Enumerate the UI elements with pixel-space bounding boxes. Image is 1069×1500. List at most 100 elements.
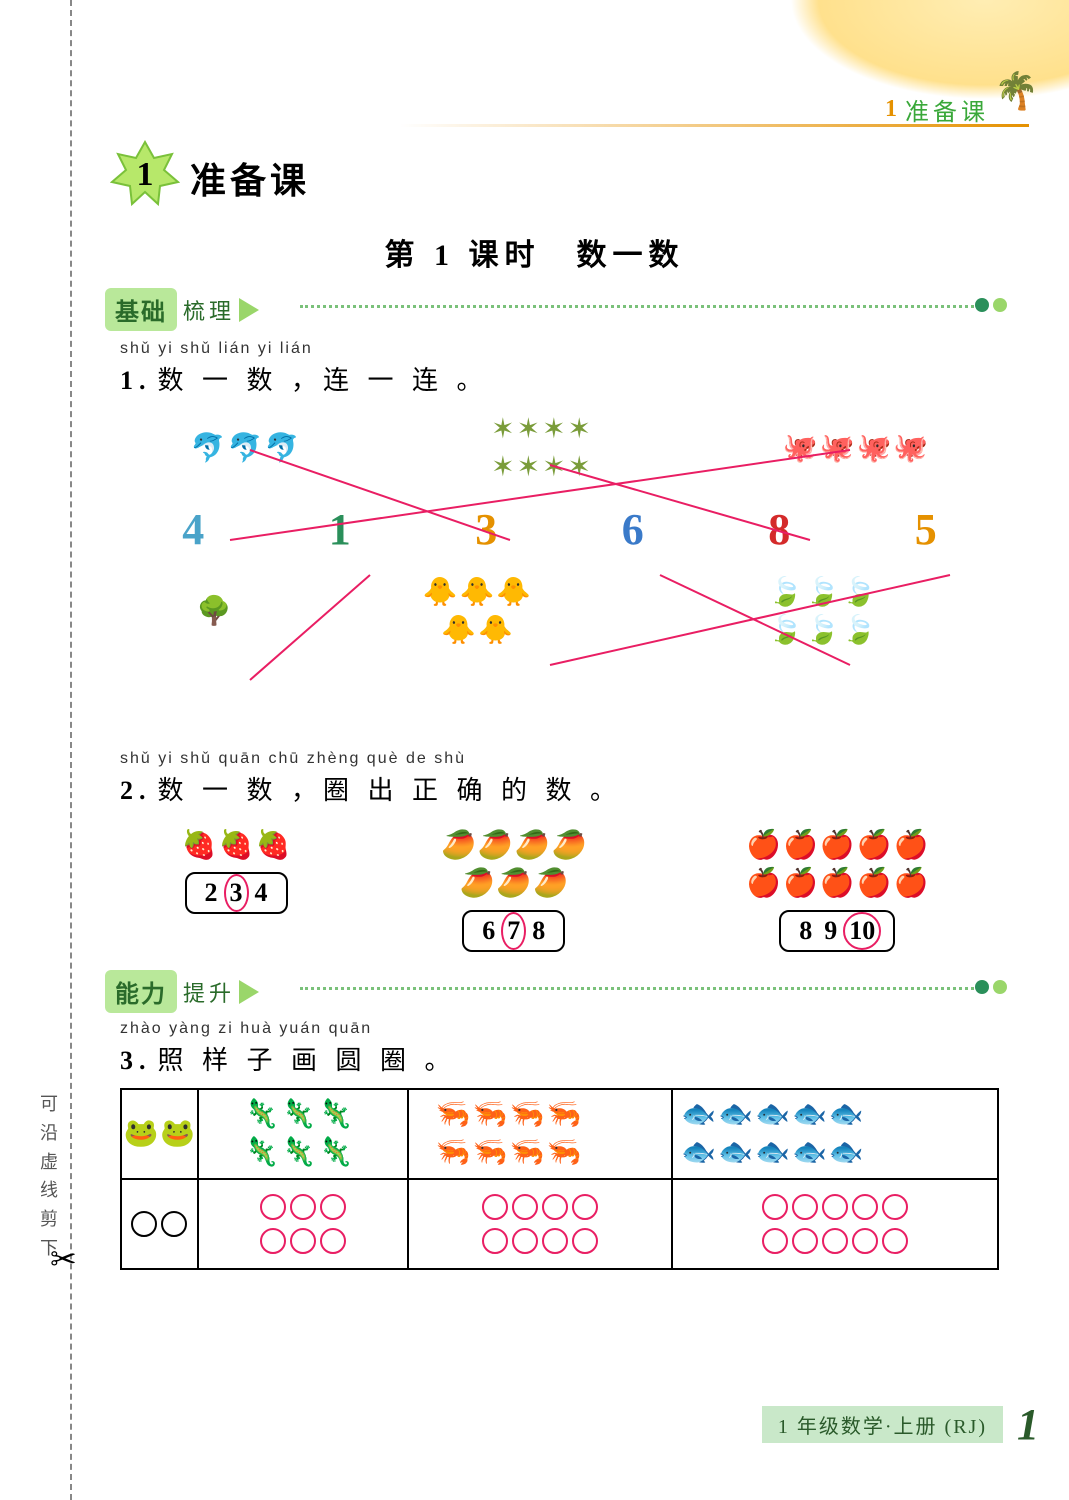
counting-icon: ✶ [491, 450, 514, 484]
icon-group: 🐬🐬🐬 [191, 431, 300, 465]
section-badge: 基础 [105, 288, 177, 331]
q2-text: 2.数 一 数 ，圈 出 正 确 的 数 。 [120, 770, 622, 807]
counting-icon: 🐥 [496, 575, 531, 609]
counting-icon: 🐙 [820, 431, 855, 465]
counting-icon: 🦎 [318, 1098, 353, 1132]
icon-group: 🍃🍃🍃🍃🍃🍃 [722, 575, 922, 647]
icon-group: 🦎🦎🦎🦎🦎🦎 [199, 1098, 399, 1169]
counting-icon: 🍎 [820, 866, 855, 900]
counting-icon: 🐟 [755, 1136, 790, 1170]
counting-icon: 🦐 [546, 1136, 581, 1170]
choice-number: 8 [532, 916, 545, 946]
counting-icon: 🍎 [746, 866, 781, 900]
choice-number: 2 [205, 878, 218, 908]
section-header-basics: 基础 梳理 [105, 288, 259, 331]
dotted-divider [300, 305, 979, 308]
counting-icon: 🥭 [552, 828, 587, 862]
counting-icon: 🍎 [894, 828, 929, 862]
icon-group: 🐟🐟🐟🐟🐟🐟🐟🐟🐟🐟 [673, 1098, 873, 1169]
drawn-circle [260, 1228, 286, 1254]
drawn-circle [290, 1194, 316, 1220]
section-subtitle: 梳理 [183, 294, 235, 326]
header-chapter-num: 1 [885, 96, 897, 123]
icon-group: 🍓🍓🍓 [182, 828, 291, 862]
counting-icon: 🐬 [228, 431, 263, 465]
counting-icon: 🥭 [533, 866, 568, 900]
counting-icon: 🍓 [219, 828, 254, 862]
counting-icon: 🍃 [805, 613, 840, 647]
icon-group: 🍎🍎🍎🍎🍎🍎🍎🍎🍎🍎 [737, 828, 937, 900]
choice-number: 4 [255, 878, 268, 908]
chapter-title: 准备课 [190, 152, 310, 204]
q3-icon-row: 🐸🐸🦎🦎🦎🦎🦎🦎🦐🦐🦐🦐🦐🦐🦐🦐🐟🐟🐟🐟🐟🐟🐟🐟🐟🐟 [121, 1089, 998, 1179]
q1-matching-area: 🐬🐬🐬✶✶✶✶✶✶✶✶🐙🐙🐙🐙 413685 🌳🐥🐥🐥🐥🐥🍃🍃🍃🍃🍃🍃 [120, 400, 999, 730]
counting-icon: 🍃 [768, 613, 803, 647]
answer-choices: 234 [185, 872, 288, 914]
counting-icon: 🐟 [718, 1136, 753, 1170]
counting-icon: 🐙 [856, 431, 891, 465]
choice-number: 3 [230, 878, 243, 908]
counting-icon: 🐥 [478, 613, 513, 647]
counting-icon: 🦎 [318, 1136, 353, 1170]
q1-bottom-row: 🌳🐥🐥🐥🐥🐥🍃🍃🍃🍃🍃🍃 [120, 575, 999, 647]
arrow-icon [239, 298, 259, 322]
counting-icon: 🐟 [718, 1098, 753, 1132]
answer-choices: 8910 [779, 910, 895, 952]
counting-icon: 🐟 [829, 1098, 864, 1132]
counting-icon: 🦎 [244, 1136, 279, 1170]
margin-cut-text: 可沿虚线剪下 [40, 1090, 60, 1263]
lesson-title: 第 1 课时 数一数 [0, 230, 1069, 274]
drawn-circle [542, 1228, 568, 1254]
counting-icon: 🐙 [893, 431, 928, 465]
icon-group: 🥭🥭🥭🥭🥭🥭🥭 [414, 828, 614, 900]
section-badge: 能力 [105, 970, 177, 1013]
counting-icon: 🐟 [681, 1136, 716, 1170]
example-icons-cell: 🐟🐟🐟🐟🐟🐟🐟🐟🐟🐟 [672, 1089, 998, 1179]
counting-icon: 🦐 [473, 1098, 508, 1132]
counting-icon: 🍓 [255, 828, 290, 862]
drawn-circle [822, 1228, 848, 1254]
q2-groups: 🍓🍓🍓234🥭🥭🥭🥭🥭🥭🥭678🍎🍎🍎🍎🍎🍎🍎🍎🍎🍎8910 [120, 828, 999, 952]
counting-icon: 🍎 [783, 828, 818, 862]
dot-accent [975, 980, 989, 994]
choice-number: 9 [824, 916, 837, 946]
counting-icon: ✶ [568, 412, 591, 446]
answer-choices: 678 [462, 910, 565, 952]
counting-icon: 🍃 [842, 613, 877, 647]
counting-icon: 🦐 [510, 1098, 545, 1132]
counting-icon: 🥭 [496, 866, 531, 900]
counting-icon: 🐥 [460, 575, 495, 609]
number-target: 3 [475, 504, 497, 555]
choice-number: 10 [849, 916, 875, 946]
counting-icon: 🐟 [792, 1136, 827, 1170]
choice-group: 🍎🍎🍎🍎🍎🍎🍎🍎🍎🍎8910 [737, 828, 937, 952]
counting-icon: 🦐 [473, 1136, 508, 1170]
counting-icon: 🦎 [281, 1098, 316, 1132]
counting-icon: 🍓 [182, 828, 217, 862]
counting-icon: 🦐 [436, 1136, 471, 1170]
icon-group: 🦐🦐🦐🦐🦐🦐🦐🦐 [409, 1098, 609, 1169]
counting-icon: 🦐 [436, 1098, 471, 1132]
q2-choice-area: 🍓🍓🍓234🥭🥭🥭🥭🥭🥭🥭678🍎🍎🍎🍎🍎🍎🍎🍎🍎🍎8910 [120, 820, 999, 952]
counting-icon: 🍎 [820, 828, 855, 862]
dot-accent [975, 298, 989, 312]
counting-icon: 🌳 [197, 594, 232, 628]
q1-pinyin: shǔ yi shǔ lián yi lián [120, 340, 489, 358]
chapter-number: 1 [110, 140, 180, 210]
drawn-circle [762, 1194, 788, 1220]
drawn-circle [572, 1228, 598, 1254]
drawn-circle [852, 1194, 878, 1220]
counting-icon: ✶ [542, 450, 565, 484]
example-icons-cell: 🦎🦎🦎🦎🦎🦎 [198, 1089, 408, 1179]
header-chapter-strip: 1 准备课 [885, 92, 989, 127]
q3-table-area: 🐸🐸🦎🦎🦎🦎🦎🦎🦐🦐🦐🦐🦐🦐🦐🦐🐟🐟🐟🐟🐟🐟🐟🐟🐟🐟 [120, 1088, 999, 1270]
counting-icon: 🍎 [857, 866, 892, 900]
counting-icon: 🐸 [123, 1117, 158, 1151]
section-subtitle: 提升 [183, 976, 235, 1008]
drawn-circle [762, 1228, 788, 1254]
footer-label: 1 年级数学·上册 (RJ) [762, 1406, 1003, 1443]
drawn-circle [320, 1194, 346, 1220]
drawn-circle [792, 1228, 818, 1254]
page-footer: 1 年级数学·上册 (RJ) 1 [762, 1399, 1039, 1450]
counting-icon: 🦎 [244, 1098, 279, 1132]
